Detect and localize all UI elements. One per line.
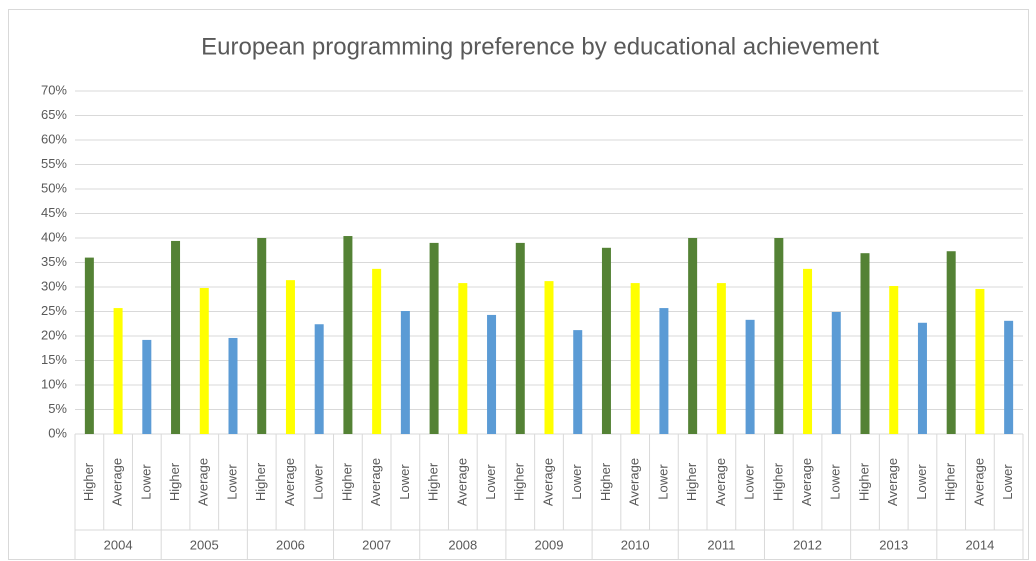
bar (917, 322, 927, 434)
bar (458, 283, 468, 434)
x-tick-label: 2012 (793, 537, 822, 552)
y-tick-label: 25% (41, 303, 67, 318)
sub-category-label: Higher (253, 462, 268, 501)
sub-category-label: Average (885, 458, 900, 506)
x-tick-label: 2004 (104, 537, 133, 552)
sub-category-label: Higher (598, 462, 613, 501)
sub-category-label: Average (110, 458, 125, 506)
chart-title: European programming preference by educa… (201, 33, 879, 60)
sub-category-label: Higher (81, 462, 96, 501)
x-tick-label: 2013 (879, 537, 908, 552)
bar (228, 337, 238, 434)
bar (860, 253, 870, 434)
bar (745, 319, 755, 434)
y-tick-label: 70% (41, 82, 67, 97)
sub-category-label: Lower (655, 464, 670, 500)
bar (573, 330, 583, 434)
bar (142, 339, 152, 434)
sub-category-label: Lower (569, 464, 584, 500)
sub-category-label: Lower (828, 464, 843, 500)
sub-category-label: Lower (483, 464, 498, 500)
y-tick-label: 60% (41, 131, 67, 146)
bar (831, 311, 841, 434)
sub-category-label: Higher (339, 462, 354, 501)
bar (889, 286, 899, 434)
sub-category-label: Higher (426, 462, 441, 501)
bar (630, 283, 640, 434)
sub-category-label: Average (971, 458, 986, 506)
bar (199, 287, 209, 434)
y-tick-label: 40% (41, 229, 67, 244)
y-tick-label: 45% (41, 205, 67, 220)
bar (343, 236, 353, 434)
sub-category-label: Higher (684, 462, 699, 501)
sub-category-label: Average (799, 458, 814, 506)
sub-category-label: Average (540, 458, 555, 506)
sub-category-label: Lower (397, 464, 412, 500)
bar (601, 247, 611, 434)
bar (171, 240, 181, 434)
sub-category-label: Average (368, 458, 383, 506)
x-tick-label: 2005 (190, 537, 219, 552)
x-tick-label: 2006 (276, 537, 305, 552)
bar (659, 308, 669, 434)
bar (716, 283, 726, 434)
sub-category-label: Higher (943, 462, 958, 501)
y-tick-label: 15% (41, 352, 67, 367)
bar (314, 324, 324, 434)
sub-category-label: Average (713, 458, 728, 506)
bar (688, 238, 698, 434)
x-tick-label: 2007 (362, 537, 391, 552)
x-tick-label: 2014 (965, 537, 994, 552)
bar (429, 242, 439, 434)
sub-category-label: Lower (914, 464, 929, 500)
sub-category-label: Higher (167, 462, 182, 501)
bar (285, 280, 295, 434)
bar (257, 238, 267, 434)
bar (113, 308, 123, 434)
sub-category-label: Lower (742, 464, 757, 500)
sub-category-label: Higher (856, 462, 871, 501)
y-tick-label: 10% (41, 376, 67, 391)
bar (1004, 320, 1014, 434)
sub-category-label: Higher (512, 462, 527, 501)
bar (803, 268, 813, 434)
bar (487, 314, 497, 434)
bar (544, 281, 554, 434)
bar (774, 238, 784, 434)
y-tick-label: 55% (41, 156, 67, 171)
sub-category-label: Average (282, 458, 297, 506)
y-tick-label: 65% (41, 107, 67, 122)
bar (946, 251, 956, 434)
sub-category-label: Average (627, 458, 642, 506)
sub-category-label: Lower (311, 464, 326, 500)
sub-category-label: Lower (138, 464, 153, 500)
y-tick-label: 5% (48, 401, 67, 416)
sub-category-label: Average (196, 458, 211, 506)
sub-category-label: Higher (770, 462, 785, 501)
y-tick-label: 20% (41, 327, 67, 342)
bar (975, 288, 985, 434)
y-tick-label: 35% (41, 254, 67, 269)
bar (400, 311, 410, 434)
y-tick-label: 0% (48, 425, 67, 440)
x-tick-label: 2011 (707, 537, 735, 552)
x-tick-label: 2010 (621, 537, 650, 552)
bar (372, 268, 382, 434)
y-tick-label: 30% (41, 278, 67, 293)
sub-category-label: Average (454, 458, 469, 506)
bar (84, 257, 94, 434)
sub-category-label: Lower (1000, 464, 1015, 500)
bar (515, 242, 525, 434)
x-tick-label: 2008 (448, 537, 477, 552)
sub-category-label: Lower (224, 464, 239, 500)
y-tick-label: 50% (41, 180, 67, 195)
x-tick-label: 2009 (535, 537, 564, 552)
